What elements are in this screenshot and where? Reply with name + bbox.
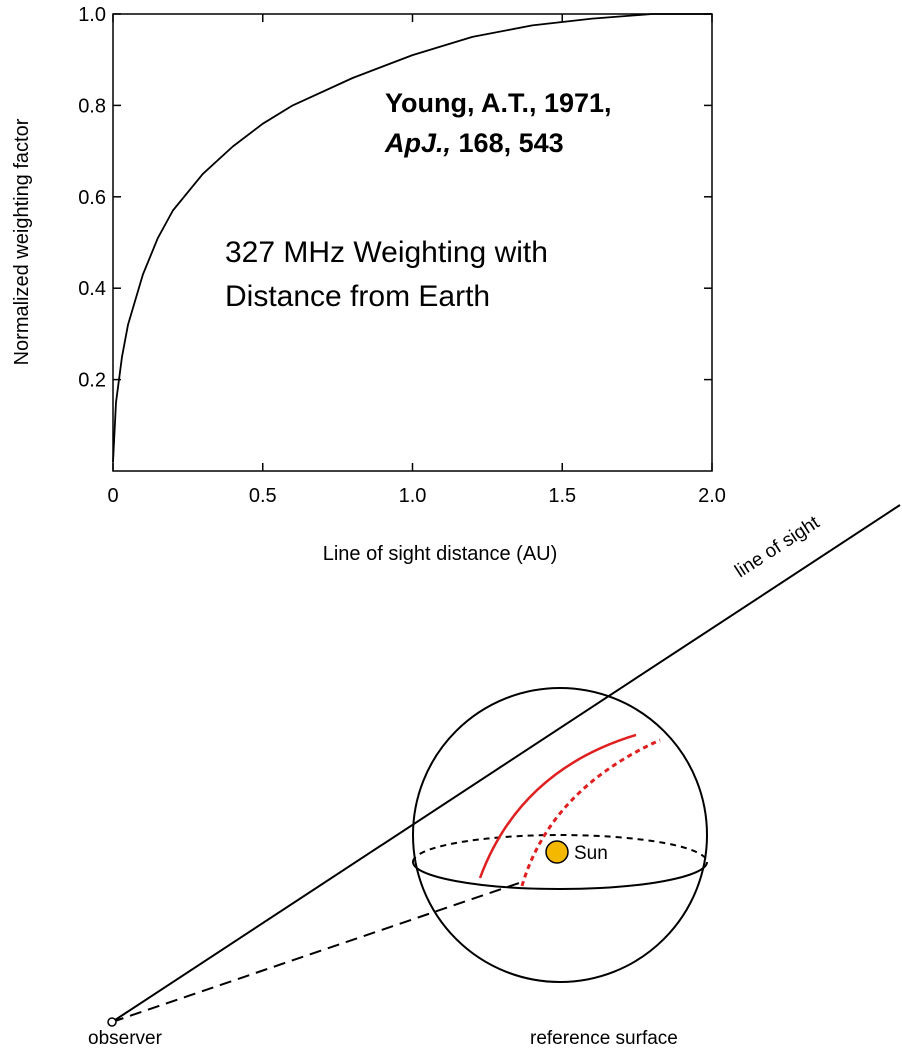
x-axis-label: Line of sight distance (AU) bbox=[323, 543, 558, 565]
chart-note: 327 MHz Weighting with bbox=[225, 236, 548, 269]
red-arc bbox=[478, 733, 637, 879]
curve bbox=[112, 13, 712, 462]
y-tick-label: 0.6 bbox=[78, 187, 106, 209]
x-tick-label: 1.0 bbox=[399, 485, 427, 507]
sun-label: Sun bbox=[574, 843, 608, 864]
sun bbox=[545, 840, 569, 864]
x-tick-label: 0 bbox=[107, 485, 118, 507]
equator-front bbox=[412, 861, 708, 890]
x-tick-label: 0.5 bbox=[249, 485, 277, 507]
observer-label: observer bbox=[88, 1028, 163, 1049]
reference-surface-label: reference surface bbox=[530, 1028, 678, 1049]
citation-journal: ApJ., bbox=[384, 128, 451, 158]
x-tick-label: 2.0 bbox=[698, 485, 726, 507]
y-tick-label: 1.0 bbox=[78, 4, 106, 26]
line-of-sight bbox=[111, 504, 901, 1023]
red-arc-dashed bbox=[520, 738, 661, 887]
y-tick-label: 0.4 bbox=[78, 278, 106, 300]
sphere bbox=[412, 687, 708, 983]
diagram bbox=[107, 504, 901, 1027]
line-of-sight-label: line of sight bbox=[731, 512, 824, 582]
citation-volume: 168, 543 bbox=[459, 128, 564, 158]
y-tick-label: 0.8 bbox=[78, 95, 106, 117]
citation: ApJ., 168, 543 bbox=[384, 128, 564, 158]
chart-note: Distance from Earth bbox=[225, 280, 490, 313]
y-axis-label: Normalized weighting factor bbox=[11, 118, 33, 365]
citation: Young, A.T., 1971, bbox=[385, 88, 612, 118]
x-tick-label: 1.5 bbox=[548, 485, 576, 507]
observer-point bbox=[107, 1017, 117, 1027]
observer-sun-line bbox=[111, 881, 523, 1023]
y-tick-label: 0.2 bbox=[78, 370, 106, 392]
